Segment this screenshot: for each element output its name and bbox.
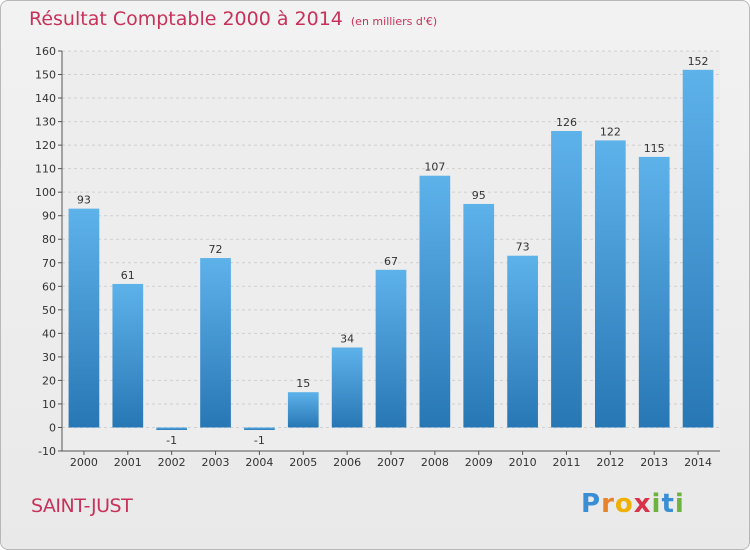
x-tick-label: 2014 [684, 456, 712, 469]
bar [331, 347, 363, 428]
data-label: 126 [556, 116, 577, 129]
x-tick-label: 2011 [552, 456, 580, 469]
proxiti-logo[interactable]: Proxiti [581, 489, 685, 519]
data-label: -1 [254, 434, 265, 447]
bar [156, 427, 188, 430]
y-tick-label: 100 [35, 186, 56, 199]
y-tick-label: 50 [42, 304, 56, 317]
logo-letter: x [633, 489, 652, 519]
bar [551, 131, 582, 428]
logo-letter: i [651, 489, 662, 519]
logo-letter: o [614, 489, 634, 519]
y-tick-label: 70 [42, 257, 56, 270]
y-tick-label: 40 [42, 327, 56, 340]
bar [375, 269, 407, 428]
bar-chart: -10 0 10 20 30 40 50 60 70 80 90 100 110 120 130 140 150… [35, 45, 720, 469]
data-label: 122 [600, 125, 621, 138]
data-label: -1 [166, 434, 177, 447]
x-tick-label: 2003 [202, 456, 230, 469]
bar [68, 208, 100, 428]
chart-title-text: Résultat Comptable 2000 à 2014 [29, 8, 343, 30]
place-name: SAINT-JUST [31, 495, 133, 517]
x-tick-label: 2013 [640, 456, 668, 469]
bar [594, 140, 626, 428]
x-tick-label: 2010 [509, 456, 537, 469]
x-tick-label: 2006 [333, 456, 361, 469]
bar [244, 427, 275, 430]
x-tick-label: 2007 [377, 456, 405, 469]
y-axis: -10 0 10 20 30 40 50 60 70 80 90 100 110 120 130 140 150… [35, 45, 63, 458]
data-labels: 93 61 -1 72 -1 15 34 67 107 95 73 126 122 115 152 [77, 55, 709, 447]
x-tick-label: 2009 [465, 456, 493, 469]
x-tick-label: 2012 [596, 456, 624, 469]
y-tick-label: 10 [42, 398, 56, 411]
bar [463, 203, 495, 428]
data-label: 115 [644, 142, 665, 155]
logo-letter: r [601, 489, 615, 519]
chart-subtitle: (en milliers d'€) [350, 15, 438, 28]
data-label: 15 [296, 377, 310, 390]
x-tick-label: 2000 [70, 456, 98, 469]
x-tick-label: 2008 [421, 456, 449, 469]
bar [419, 175, 451, 428]
y-tick-label: 140 [35, 92, 56, 105]
y-tick-label: 20 [42, 374, 56, 387]
y-tick-label: 160 [35, 45, 56, 58]
y-tick-label: -10 [38, 445, 56, 458]
logo-letter: P [581, 489, 602, 519]
y-tick-label: 0 [49, 421, 56, 434]
x-tick-label: 2001 [114, 456, 142, 469]
bar [638, 156, 670, 428]
y-tick-label: 120 [35, 139, 56, 152]
bar [287, 392, 319, 428]
bars [68, 69, 714, 430]
data-label: 95 [472, 189, 486, 202]
bar [507, 255, 538, 428]
bar [682, 69, 714, 428]
x-tick-label: 2005 [289, 456, 317, 469]
bar [200, 258, 231, 428]
y-tick-label: 130 [35, 116, 56, 129]
data-label: 152 [688, 55, 709, 68]
logo-letter: i [674, 489, 685, 519]
data-label: 72 [209, 243, 223, 256]
data-label: 34 [340, 332, 354, 345]
y-tick-label: 60 [42, 280, 56, 293]
data-label: 61 [121, 269, 135, 282]
x-tick-label: 2002 [158, 456, 186, 469]
data-label: 107 [424, 161, 445, 174]
logo-letter: t [661, 489, 675, 519]
y-tick-label: 80 [42, 233, 56, 246]
x-axis: 2000 2001 2002 2003 2004 2005 2006 2007 2008 2009… [62, 450, 720, 469]
data-label: 93 [77, 194, 91, 207]
data-label: 73 [516, 241, 530, 254]
bar [112, 283, 144, 428]
y-tick-label: 110 [35, 163, 56, 176]
y-tick-label: 150 [35, 69, 56, 82]
y-tick-label: 90 [42, 210, 56, 223]
y-tick-label: 30 [42, 351, 56, 364]
x-tick-label: 2004 [245, 456, 273, 469]
data-label: 67 [384, 255, 398, 268]
chart-title: Résultat Comptable 2000 à 2014 (en millie… [29, 8, 437, 30]
